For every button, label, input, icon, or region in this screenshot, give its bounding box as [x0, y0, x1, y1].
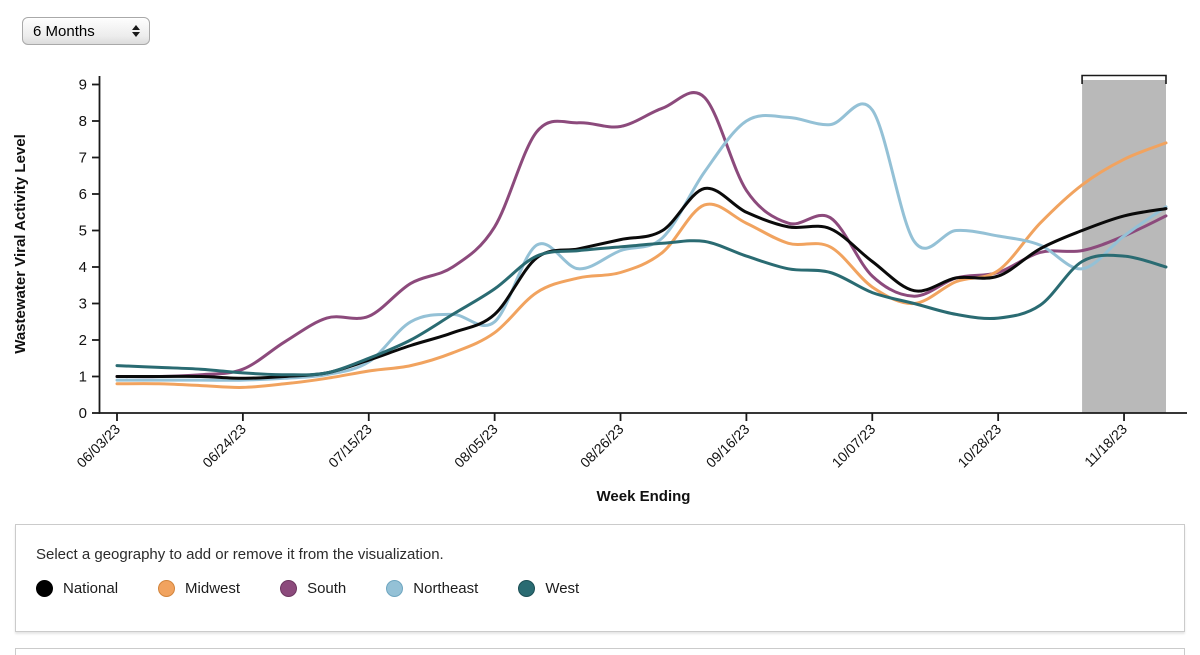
- legend-dot-northeast-icon: [386, 580, 404, 597]
- series-line-midwest: [115, 141, 1168, 389]
- series-line-south: [115, 91, 1168, 379]
- legend-card: Select a geography to add or remove it f…: [15, 524, 1185, 632]
- x-tick-label: 08/26/23: [577, 421, 627, 471]
- time-range-value: 6 Months: [33, 22, 95, 40]
- legend-item-south[interactable]: South: [280, 580, 346, 597]
- x-tick-label: 06/03/23: [73, 421, 123, 471]
- y-axis-title: Wastewater Viral Activity Level: [12, 134, 29, 354]
- axis-lines: [98, 76, 1187, 414]
- y-tick-label: 5: [79, 223, 87, 240]
- time-range-select[interactable]: 6 Months: [22, 17, 150, 45]
- provisional-band-bracket-icon: [1081, 74, 1167, 84]
- x-tick-label: 08/05/23: [451, 421, 501, 471]
- legend-label: National: [63, 580, 119, 597]
- legend-label: South: [307, 580, 347, 597]
- legend-dot-west-icon: [518, 580, 536, 597]
- legend-label: West: [545, 580, 580, 597]
- y-tick-label: 4: [79, 259, 87, 276]
- wastewater-activity-chart: 0 1 2 3 4 5 6 7 8 9 06/03/23 06/24/23 07/15/23 08/05/…: [12, 74, 1187, 505]
- y-tick-label: 3: [79, 296, 87, 313]
- x-tick-label: 06/24/23: [199, 421, 249, 471]
- y-tick-label: 0: [79, 405, 87, 422]
- legend-label: Midwest: [185, 580, 241, 597]
- legend-label: Northeast: [413, 580, 479, 597]
- up-down-arrows-icon: [132, 25, 140, 37]
- legend-item-national[interactable]: National: [36, 580, 118, 597]
- next-section-card-cutoff: [15, 648, 1185, 655]
- y-tick-label: 1: [79, 369, 87, 386]
- x-tick-label: 07/15/23: [325, 421, 375, 471]
- legend-item-northeast[interactable]: Northeast: [386, 580, 478, 597]
- legend-instruction: Select a geography to add or remove it f…: [36, 546, 444, 563]
- x-tick-label: 09/16/23: [703, 421, 753, 471]
- series-line-northeast: [115, 102, 1168, 382]
- y-tick-label: 8: [79, 113, 87, 130]
- legend-dot-midwest-icon: [158, 580, 176, 597]
- y-tick-label: 2: [79, 332, 87, 349]
- legend-items: National Midwest South Northeast West: [36, 580, 1184, 597]
- legend-item-midwest[interactable]: Midwest: [158, 580, 240, 597]
- legend-dot-south-icon: [280, 580, 298, 597]
- x-tick-label: 10/07/23: [829, 421, 879, 471]
- x-tick-label: 11/18/23: [1081, 421, 1130, 470]
- legend-dot-national-icon: [36, 580, 53, 597]
- y-tick-label: 6: [79, 186, 87, 203]
- y-tick-label: 9: [79, 77, 87, 94]
- series-line-west: [115, 239, 1168, 377]
- y-tick-label: 7: [79, 150, 87, 167]
- legend-item-west[interactable]: West: [518, 580, 579, 597]
- x-axis-title: Week Ending: [597, 488, 691, 505]
- x-tick-label: 10/28/23: [954, 421, 1004, 471]
